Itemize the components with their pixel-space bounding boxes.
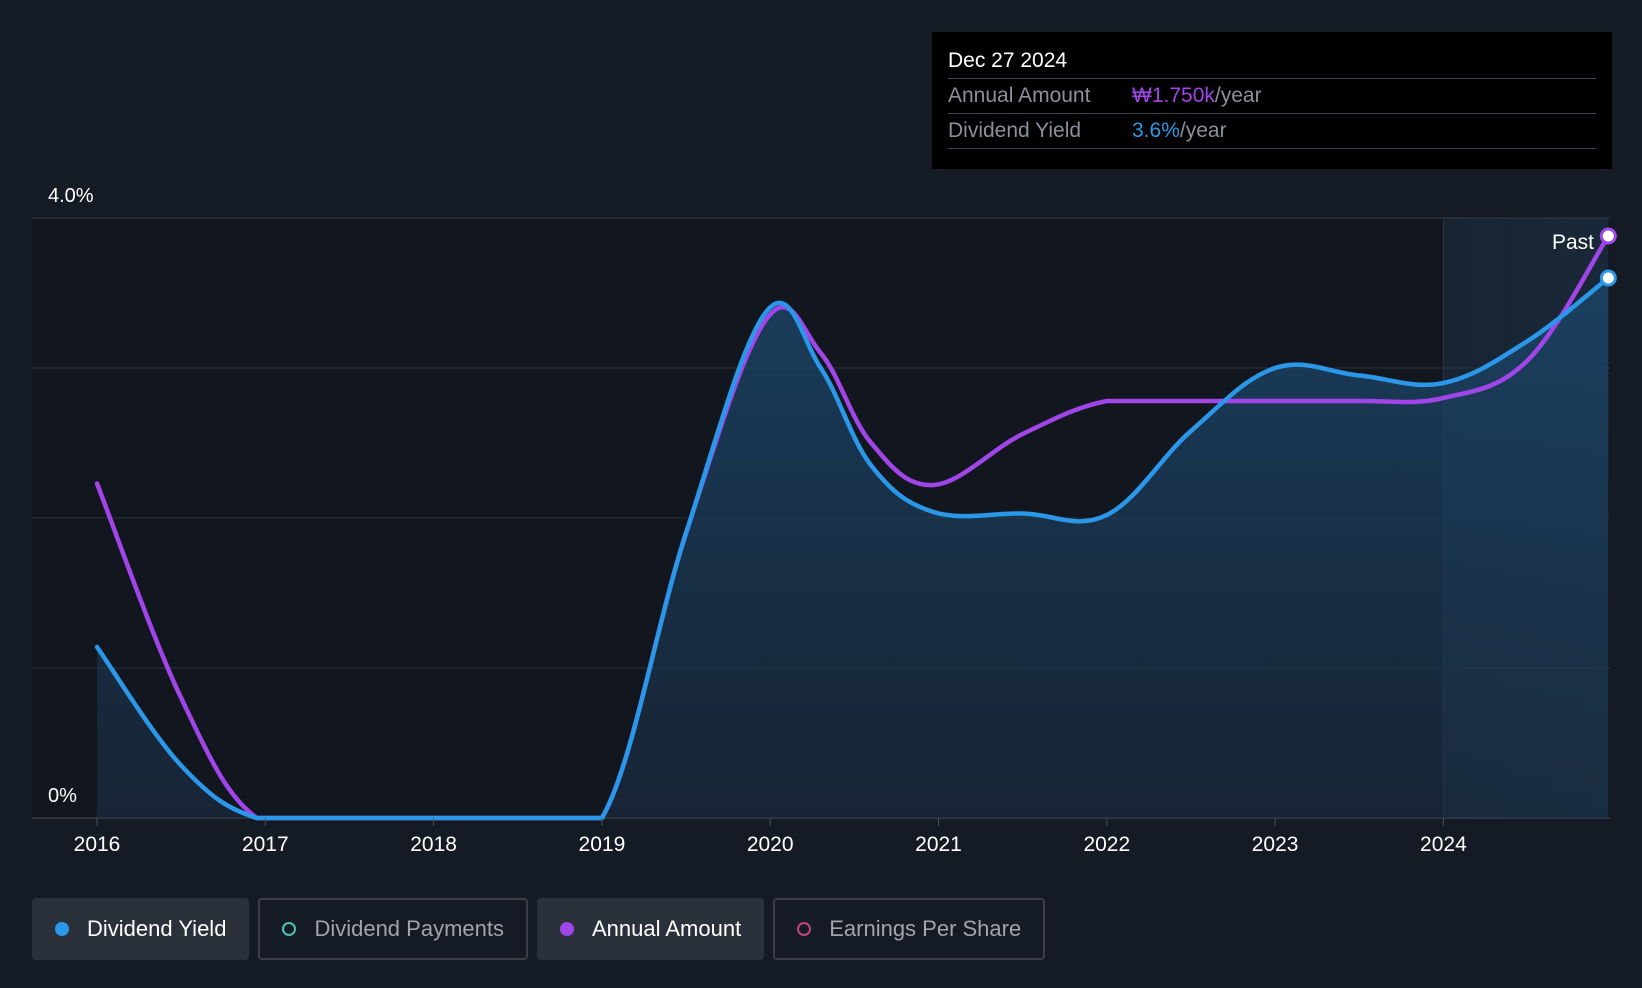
area-layer <box>97 278 1609 818</box>
series-area <box>97 278 1609 818</box>
legend-annual-amount-button[interactable]: Annual Amount <box>536 898 765 960</box>
tooltip-value: 3.6% <box>1132 119 1180 142</box>
x-tick-label: 2018 <box>410 833 457 856</box>
tooltip-panel: Dec 27 2024 Annual Amount ₩1.750k /year … <box>932 32 1612 169</box>
x-tick-label: 2020 <box>747 833 794 856</box>
x-tick-label: 2016 <box>74 833 121 856</box>
series-end-marker <box>1599 227 1617 245</box>
tooltip-row-dividend-yield: Dividend Yield 3.6% /year <box>948 113 1596 149</box>
tooltip-value: ₩1.750k <box>1132 84 1215 107</box>
legend-dividend-yield-button[interactable]: Dividend Yield <box>32 898 250 960</box>
legend-dot-icon <box>55 922 69 936</box>
y-tick-label: 4.0% <box>48 185 94 207</box>
legend-dot-icon <box>282 922 297 936</box>
chart-legend: Dividend Yield Dividend Payments Annual … <box>32 898 1046 960</box>
series-end-marker <box>1599 269 1617 287</box>
legend-dot-icon <box>559 922 574 936</box>
legend-dot-icon <box>797 922 812 936</box>
tooltip-label: Dividend Yield <box>948 119 1082 142</box>
legend-label: Dividend Payments <box>314 916 504 941</box>
x-tick-label: 2019 <box>579 833 626 856</box>
x-axis-ticks: 2016 2017 2018 2019 2020 2021 2022 2023 2024 <box>74 818 1467 856</box>
line-layer <box>94 233 1611 821</box>
y-axis-ticks: 4.0% 0% <box>48 185 94 807</box>
tooltip-unit: /year <box>1179 119 1227 142</box>
marker-layer <box>1599 227 1617 287</box>
past-label: Past <box>1552 231 1594 254</box>
x-tick-label: 2023 <box>1252 833 1299 856</box>
series-line <box>94 275 1611 821</box>
tooltip-label: Annual Amount <box>948 84 1091 107</box>
x-tick-label: 2021 <box>915 833 962 856</box>
tooltip-row-annual-amount: Annual Amount ₩1.750k /year <box>948 78 1596 113</box>
legend-earnings-per-share-button[interactable]: Earnings Per Share <box>773 898 1046 960</box>
x-tick-label: 2022 <box>1083 833 1130 856</box>
legend-label: Earnings Per Share <box>829 916 1022 941</box>
tooltip-unit: /year <box>1214 84 1262 107</box>
x-tick-label: 2024 <box>1420 833 1467 856</box>
tooltip-date: Dec 27 2024 <box>948 49 1068 72</box>
y-tick-label: 0% <box>48 785 77 807</box>
x-tick-label: 2017 <box>242 833 289 856</box>
legend-label: Annual Amount <box>591 916 742 941</box>
legend-dividend-payments-button[interactable]: Dividend Payments <box>258 898 528 960</box>
legend-label: Dividend Yield <box>87 916 227 941</box>
